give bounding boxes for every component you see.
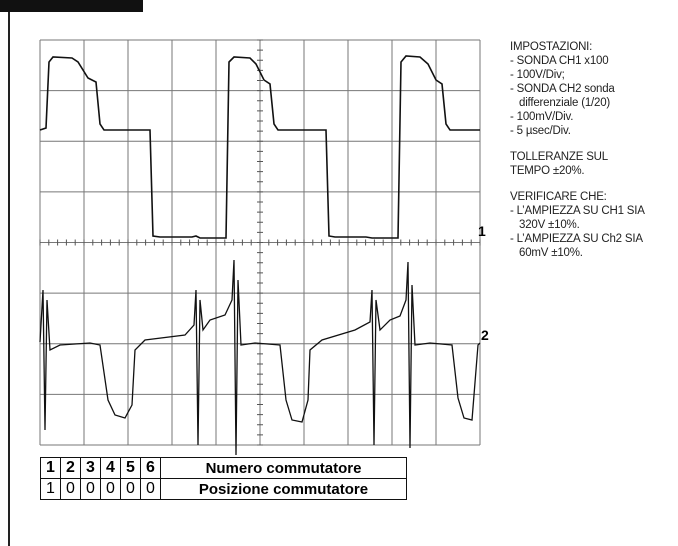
verify-item: - L’AMPIEZZA SU Ch2 SIA 60mV ±10%. [510, 232, 670, 260]
switch-cell: 0 [81, 479, 101, 500]
switch-cell: 0 [61, 479, 81, 500]
switch-cell: 4 [101, 458, 121, 479]
switch-cell: 6 [141, 458, 161, 479]
settings-title: IMPOSTAZIONI: [510, 40, 670, 54]
switch-cell: 0 [141, 479, 161, 500]
label-cell: Posizione commutatore [161, 479, 407, 500]
switch-cell: 1 [41, 479, 61, 500]
tolerance-line: TOLLERANZE SUL [510, 150, 670, 164]
settings-item: - 5 µsec/Div. [510, 124, 670, 138]
settings-item: - 100mV/Div. [510, 110, 670, 124]
oscilloscope: 1 2 [0, 0, 500, 455]
label-cell: Numero commutatore [161, 458, 407, 479]
settings-item: - SONDA CH2 sonda differenziale (1/20) [510, 82, 670, 110]
switch-cell: 1 [41, 458, 61, 479]
switch-cell: 5 [121, 458, 141, 479]
verify-title: VERIFICARE CHE: [510, 190, 670, 204]
switch-cell: 0 [101, 479, 121, 500]
settings-item: - SONDA CH1 x100 [510, 54, 670, 68]
switch-cell: 3 [81, 458, 101, 479]
page: 1 2 IMPOSTAZIONI: - SONDA CH1 x100- 100V… [0, 0, 678, 546]
ch2-marker: 2 [481, 327, 489, 343]
verify-item: - L’AMPIEZZA SU CH1 SIA 320V ±10%. [510, 204, 670, 232]
switch-cell: 2 [61, 458, 81, 479]
settings-item: - 100V/Div; [510, 68, 670, 82]
notes: IMPOSTAZIONI: - SONDA CH1 x100- 100V/Div… [510, 40, 670, 260]
switch-cell: 0 [121, 479, 141, 500]
ch1-marker: 1 [478, 223, 486, 239]
tolerance-line: TEMPO ±20%. [510, 164, 670, 178]
